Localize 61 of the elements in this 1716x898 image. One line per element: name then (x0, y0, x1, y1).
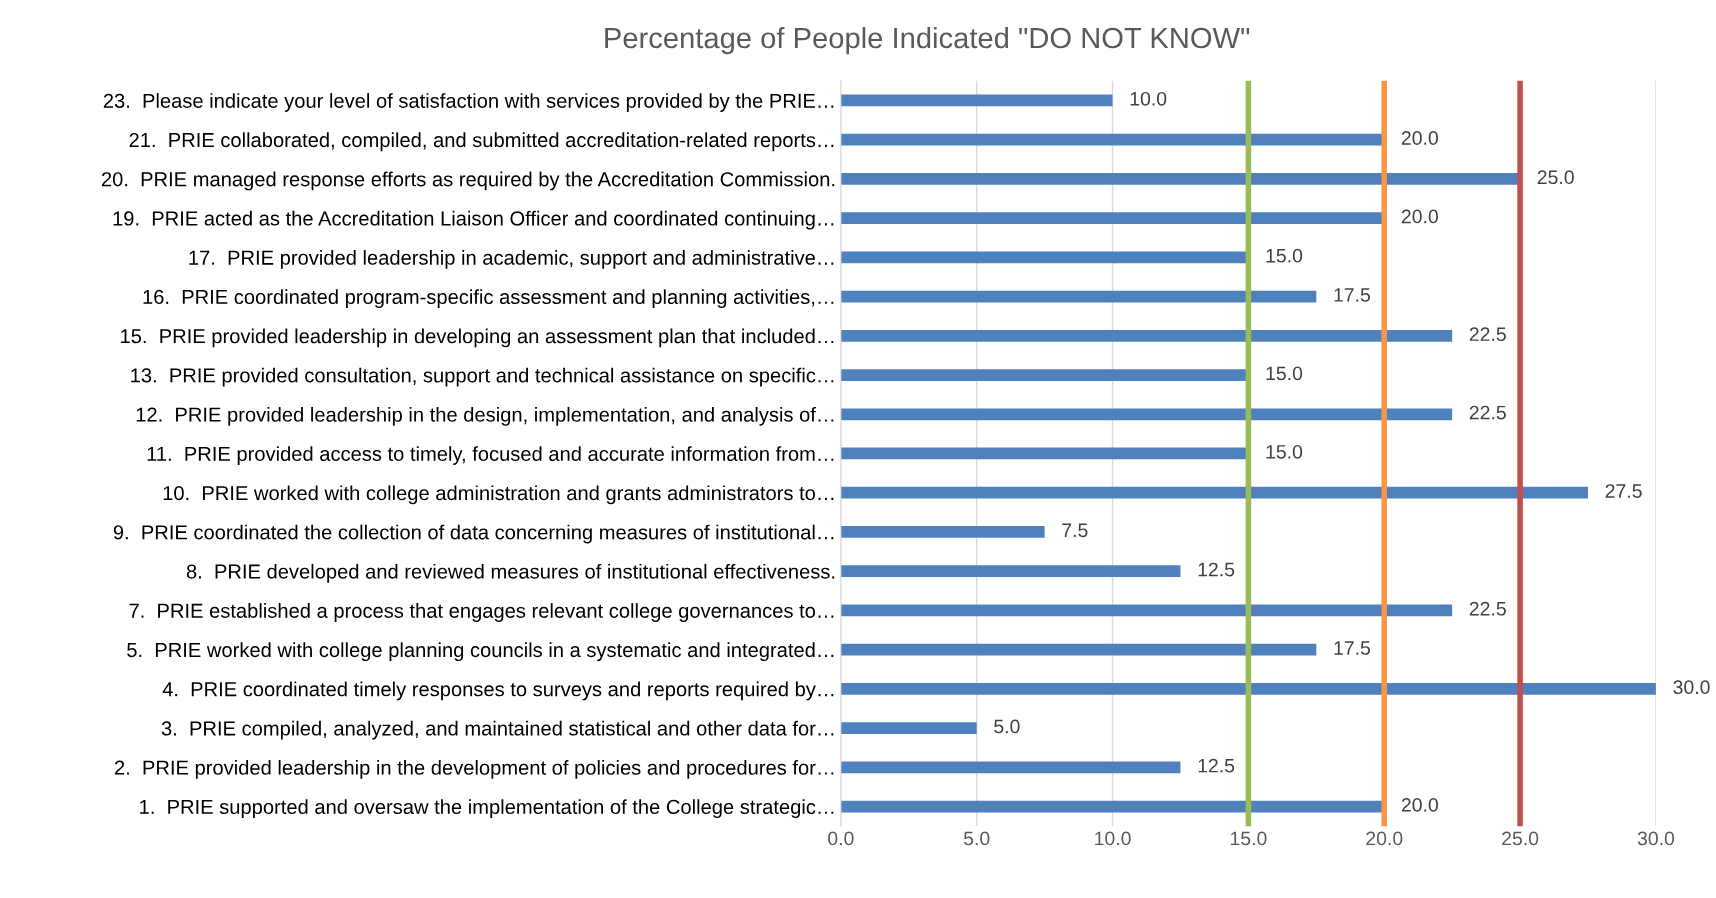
y-tick-label: 8. PRIE developed and reviewed measures of institutional effectiveness. (186, 563, 835, 583)
data-label: 20.0 (1401, 209, 1438, 224)
y-tick-label: 20. PRIE managed response efforts as required by the Accreditation Commission. (101, 171, 835, 191)
data-label: 27.5 (1605, 484, 1642, 498)
y-tick-label: 7. PRIE established a process that engages relevant college governances to… (129, 603, 834, 622)
data-label: 17.5 (1334, 641, 1371, 655)
data-label: 20.0 (1401, 131, 1438, 145)
x-tick-label: 0.0 (828, 831, 854, 846)
y-tick-label: 19. PRIE acted as the Accreditation Liaison Officer and coordinated continuing… (113, 210, 834, 230)
x-tick-label: 5.0 (963, 831, 990, 846)
data-label: 12.5 (1198, 758, 1235, 773)
y-tick-label: 11. PRIE provided access to timely, focused and accurate information from… (147, 446, 834, 465)
data-label: 22.5 (1469, 327, 1506, 342)
y-tick-label: 21. PRIE collaborated, compiled, and submitted accreditation-related reports… (129, 132, 834, 152)
data-label: 30.0 (1673, 680, 1710, 695)
x-tick-label: 15.0 (1230, 831, 1267, 846)
data-label: 5.0 (994, 719, 1020, 734)
bar (840, 447, 1249, 460)
data-label: 22.5 (1469, 601, 1506, 616)
bar (840, 290, 1317, 303)
data-label: 17.5 (1334, 288, 1371, 302)
y-tick-label: 3. PRIE compiled, analyzed, and maintained statistical and other data for… (161, 720, 834, 740)
bar (840, 408, 1453, 421)
x-tick-label: 30.0 (1637, 831, 1675, 846)
data-label: 15.0 (1266, 444, 1303, 459)
x-tick-label: 10.0 (1095, 831, 1131, 846)
bar (840, 251, 1249, 264)
data-label: 15.0 (1266, 366, 1303, 381)
y-tick-label: 17. PRIE provided leadership in academic, support and administrative… (189, 250, 834, 269)
data-label: 7.5 (1062, 523, 1088, 538)
x-tick-label: 20.0 (1366, 831, 1403, 846)
data-label: 20.0 (1401, 798, 1438, 812)
bar (840, 722, 977, 734)
bar (840, 604, 1453, 617)
y-tick-label: 1. PRIE supported and oversaw the implementation of the College strategic… (140, 799, 834, 819)
bar (840, 526, 1045, 538)
y-tick-label: 15. PRIE provided leadership in developing an assessment plan that included… (121, 328, 834, 348)
y-tick-label: 16. PRIE coordinated program-specific assessment and planning activities,… (143, 289, 834, 309)
bar (840, 643, 1317, 656)
chart-title: Percentage of People Indicated "DO NOT KNOW" (605, 26, 1250, 55)
y-tick-label: 9. PRIE coordinated the collection of data concerning measures of institutional… (113, 524, 834, 544)
bar (840, 369, 1249, 381)
y-tick-label: 12. PRIE provided leadership in the design, implementation, and analysis of… (136, 406, 834, 426)
y-tick-label: 4. PRIE coordinated timely responses to surveys and reports required by… (162, 681, 834, 701)
y-tick-label: 5. PRIE worked with college planning councils in a systematic and integrated… (127, 642, 834, 662)
x-tick-label: 25.0 (1502, 831, 1539, 846)
data-label: 12.5 (1198, 562, 1235, 577)
y-tick-label: 13. PRIE provided consultation, support and technical assistance on specific… (131, 367, 834, 387)
bar (840, 565, 1181, 578)
y-tick-label: 23. Please indicate your level of satisfaction with services provided by the PRIE… (103, 93, 834, 112)
bar (840, 682, 1656, 695)
data-label: 10.0 (1130, 91, 1167, 106)
data-label: 22.5 (1469, 405, 1506, 420)
y-tick-label: 2. PRIE provided leadership in the development of policies and procedures for… (114, 760, 834, 779)
y-tick-label: 10. PRIE worked with college administration and grants administrators to… (163, 485, 834, 505)
bar (840, 486, 1589, 499)
data-label: 25.0 (1537, 170, 1574, 185)
data-label: 15.0 (1266, 248, 1303, 263)
bar (840, 94, 1113, 107)
bar (840, 329, 1453, 342)
bar (840, 761, 1181, 774)
